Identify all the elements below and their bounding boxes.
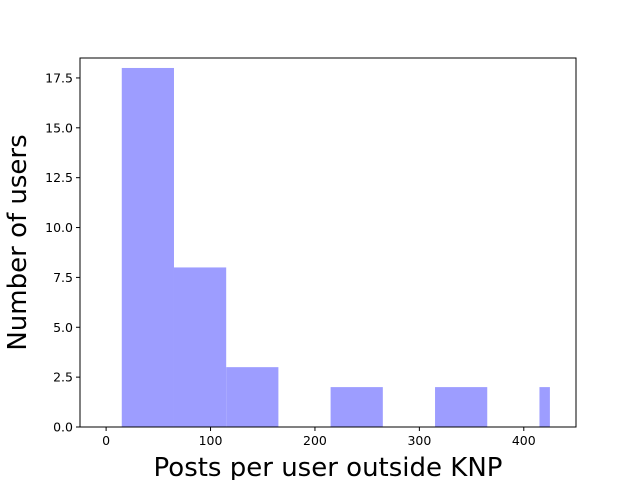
y-tick-label: 15.0	[45, 120, 73, 135]
plot-frame	[79, 57, 577, 428]
histogram-bar	[435, 387, 488, 427]
y-tick-label: 2.5	[53, 370, 73, 385]
bars-group	[121, 67, 550, 428]
x-tick-label: 300	[407, 433, 431, 448]
histogram-bar	[330, 387, 383, 427]
y-tick-label: 12.5	[45, 170, 73, 185]
x-axis-ticks: 0 100 200 300 400	[102, 427, 536, 448]
y-tick-label: 0.0	[53, 420, 73, 435]
y-axis-ticks: 0.0 2.5 5.0 7.5 10.0 12.5 15.0 17.5	[45, 70, 80, 435]
y-tick-label: 10.0	[45, 220, 73, 235]
y-axis-title: Number of users	[3, 134, 33, 350]
x-tick-label: 200	[303, 433, 327, 448]
histogram-bar	[121, 67, 174, 428]
histogram-bar	[226, 367, 279, 427]
histogram-bar	[539, 387, 550, 427]
histogram-bar	[173, 267, 227, 427]
x-axis-title: Posts per user outside KNP	[154, 453, 503, 480]
y-tick-label: 5.0	[53, 320, 73, 335]
y-tick-label: 17.5	[45, 70, 73, 85]
x-tick-label: 100	[199, 433, 223, 448]
y-tick-label: 7.5	[53, 270, 73, 285]
x-tick-label: 400	[512, 433, 536, 448]
x-tick-label: 0	[102, 433, 110, 448]
